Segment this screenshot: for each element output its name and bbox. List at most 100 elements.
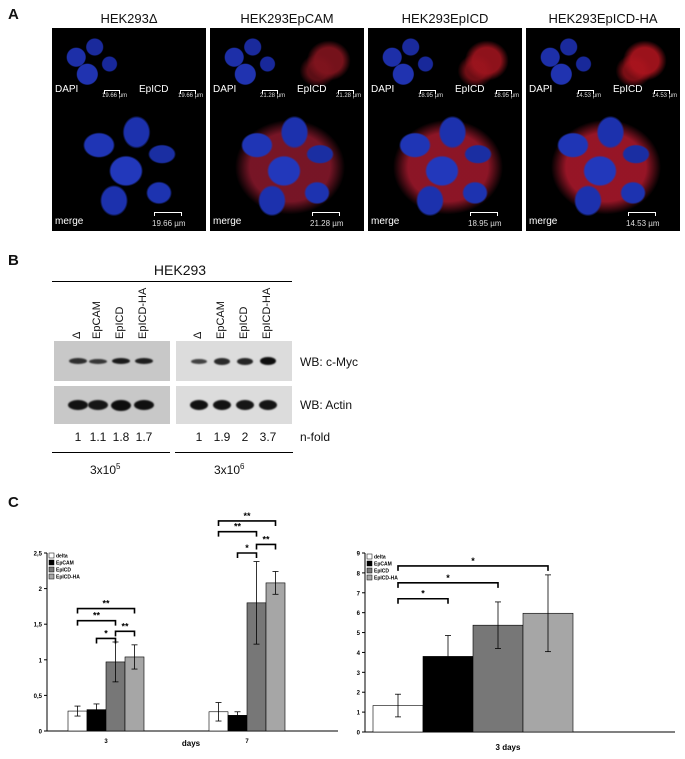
merge-label: merge (529, 216, 558, 227)
merge-subpanel (528, 100, 678, 229)
micrograph-title: HEK293EpICD (401, 11, 489, 26)
x-axis-label: days (182, 739, 201, 748)
scale-bar (312, 212, 340, 216)
merge-label: merge (371, 216, 400, 227)
legend-swatch (366, 560, 373, 567)
blot-membrane (176, 341, 292, 381)
panel-c-letter: C (8, 494, 19, 511)
merge-subpanel (212, 100, 362, 229)
significance-bracket (114, 630, 136, 637)
significance-label: * (471, 556, 475, 566)
significance-bracket (397, 582, 499, 588)
scale-bar (628, 212, 656, 216)
y-tick-label: 2,5 (34, 552, 43, 558)
blot-band (69, 358, 87, 364)
y-tick-label: 7 (357, 591, 361, 597)
blot-band (259, 400, 277, 410)
blot-band (214, 357, 230, 365)
scale-bar (154, 212, 182, 216)
blot-band (111, 399, 131, 411)
dapi-subpanel (370, 30, 444, 98)
legend-swatch (366, 574, 373, 581)
significance-bracket (217, 520, 277, 526)
micrograph-title: HEK293EpICD-HA (548, 11, 658, 26)
nfold-value: 3.7 (259, 430, 277, 444)
significance-bracket (255, 543, 277, 550)
merge-subpanel (54, 100, 204, 229)
scale-bar (470, 212, 498, 216)
scale-bar-label: 21.28 µm (260, 93, 286, 99)
micrograph-panel: DAPI EpICD merge 19.66 µm 19.66 µm 19.66 µm (52, 28, 206, 231)
y-tick-label: 8 (357, 571, 361, 577)
wb-cmyc-label: WB: c-Myc (300, 355, 358, 369)
nfold-value: 1 (74, 430, 82, 444)
group-line (52, 452, 170, 453)
dapi-label: DAPI (529, 84, 553, 95)
legend-label: EpCAM (374, 562, 392, 568)
lane-label: EpCAM (91, 301, 103, 339)
group-label-1: 3x105 (90, 462, 121, 477)
scale-bar (180, 90, 196, 94)
epicd-label: EpICD (455, 84, 485, 95)
significance-label: * (446, 573, 450, 583)
wb-actin-label: WB: Actin (300, 398, 353, 412)
nfold-value: 1.1 (89, 430, 107, 444)
y-tick-label: 1 (357, 711, 361, 717)
scale-bar (578, 90, 594, 94)
blot-membrane (54, 386, 170, 424)
x-axis-label: 3 days (496, 743, 521, 752)
dapi-label: DAPI (55, 84, 79, 95)
scale-bar-label: 21.28 µm (336, 93, 362, 99)
epicd-label: EpICD (297, 84, 327, 95)
legend-swatch (366, 553, 373, 560)
x-tick-label: 3 (104, 739, 108, 745)
scale-bar-label: 19.66 µm (152, 219, 186, 228)
significance-bracket (397, 565, 549, 571)
lane-label: EpICD-HA (261, 287, 273, 339)
dapi-label: DAPI (213, 84, 237, 95)
scale-bar-label: 18.95 µm (468, 219, 502, 228)
lane-label: EpICD (238, 306, 250, 339)
dapi-subpanel (528, 30, 602, 98)
legend-swatch (48, 552, 55, 559)
significance-label: ** (93, 611, 101, 621)
blot-header: HEK293 (153, 262, 207, 278)
legend-label: EpICD (56, 568, 71, 574)
significance-label: * (245, 543, 249, 553)
significance-bracket (397, 597, 449, 604)
blot-band (213, 400, 231, 410)
y-tick-label: 2 (357, 691, 361, 697)
legend-label: EpICD-HA (374, 576, 398, 582)
scale-bar-label: 19.66 µm (178, 93, 204, 99)
significance-label: ** (121, 621, 129, 631)
significance-label: ** (234, 522, 242, 532)
epicd-subpanel (288, 30, 362, 98)
epicd-subpanel (604, 30, 678, 98)
significance-label: ** (262, 534, 270, 544)
y-tick-label: 0 (357, 731, 361, 737)
nfold-value: 1.9 (213, 430, 231, 444)
legend-label: EpICD (374, 569, 389, 575)
blot-membrane (176, 386, 292, 424)
lane-label: Δ (71, 331, 83, 339)
group-label-2: 3x106 (214, 462, 245, 477)
y-tick-label: 0,5 (34, 694, 43, 700)
y-tick-label: 9 (357, 552, 361, 558)
dapi-subpanel (212, 30, 286, 98)
epicd-subpanel (130, 30, 204, 98)
legend-swatch (366, 567, 373, 574)
legend-swatch (48, 573, 55, 580)
nfold-value: 2 (241, 430, 249, 444)
blot-band (134, 400, 154, 410)
x-tick-label: 7 (245, 739, 249, 745)
significance-bracket (217, 530, 258, 537)
y-tick-label: 6 (357, 611, 361, 617)
micrograph-title: HEK293Δ (100, 11, 158, 26)
chart-days: 00,511,522,53 7**************daysdeltaEpC… (34, 511, 338, 748)
y-tick-label: 5 (357, 631, 361, 637)
blot-band (68, 400, 88, 410)
dapi-label: DAPI (371, 84, 395, 95)
dapi-subpanel (54, 30, 128, 98)
y-tick-label: 2 (39, 587, 43, 593)
epicd-label: EpICD (139, 84, 169, 95)
